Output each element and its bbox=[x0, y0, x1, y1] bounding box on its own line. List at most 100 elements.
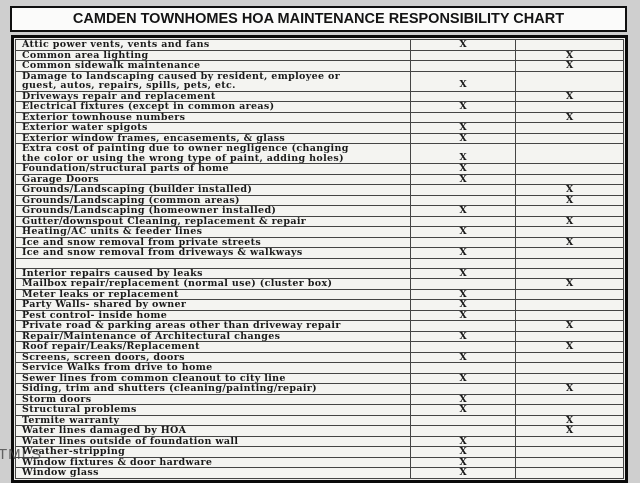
item-cell: Water lines outside of foundation wall bbox=[15, 435, 411, 447]
col1-mark-cell bbox=[410, 414, 516, 426]
col1-mark-cell: X bbox=[410, 267, 516, 279]
col2-mark-cell bbox=[515, 435, 624, 447]
item-cell: Electrical fixtures (except in common ar… bbox=[15, 101, 411, 113]
document-title-box: CAMDEN TOWNHOMES HOA MAINTENANCE RESPONS… bbox=[10, 6, 627, 32]
item-cell: Interior repairs caused by leaks bbox=[15, 267, 411, 279]
watermark-text: TMLS bbox=[0, 446, 43, 463]
col2-mark-cell: X bbox=[515, 320, 624, 332]
col1-mark-cell bbox=[410, 362, 516, 374]
col1-mark-cell: X bbox=[410, 467, 516, 479]
col2-mark-cell: X bbox=[515, 278, 624, 290]
item-cell: Private road & parking areas other than … bbox=[15, 320, 411, 332]
item-cell: Common sidewalk maintenance bbox=[15, 60, 411, 72]
item-cell: Siding, trim and shutters (cleaning/pain… bbox=[15, 383, 411, 395]
col1-mark-cell: X bbox=[410, 226, 516, 238]
item-cell: Ice and snow removal from private street… bbox=[15, 236, 411, 248]
col1-mark-cell: X bbox=[410, 393, 516, 405]
col1-mark-cell: X bbox=[410, 39, 516, 51]
col2-mark-cell: X bbox=[515, 425, 624, 437]
col1-mark-cell: X bbox=[410, 247, 516, 259]
item-cell: Grounds/Landscaping (builder installed) bbox=[15, 184, 411, 196]
col1-mark-cell: X bbox=[410, 446, 516, 458]
item-cell: Party Walls- shared by owner bbox=[15, 299, 411, 311]
col1-mark-cell bbox=[410, 111, 516, 123]
col1-mark-cell: X bbox=[410, 132, 516, 144]
item-cell: Pest control- inside home bbox=[15, 309, 411, 321]
table-row: Gutter/downspout Cleaning, replacement &… bbox=[15, 215, 624, 227]
table-row: Common sidewalk maintenance X bbox=[15, 60, 624, 72]
col1-mark-cell: X bbox=[410, 299, 516, 311]
col1-mark-cell bbox=[410, 60, 516, 72]
col1-mark-cell: X bbox=[410, 456, 516, 468]
col2-mark-cell bbox=[515, 309, 624, 321]
col1-mark-cell: X bbox=[410, 70, 516, 92]
table-row: Meter leaks or replacement X bbox=[15, 288, 624, 300]
col2-mark-cell bbox=[515, 173, 624, 185]
table-row bbox=[15, 257, 624, 269]
col2-mark-cell bbox=[515, 205, 624, 217]
table-row: Common area lighting X bbox=[15, 49, 624, 61]
col2-mark-cell bbox=[515, 247, 624, 259]
table-row: Foundation/structural parts of home X bbox=[15, 163, 624, 175]
col2-mark-cell bbox=[515, 404, 624, 416]
col1-mark-cell: X bbox=[410, 330, 516, 342]
col2-mark-cell bbox=[515, 101, 624, 113]
col1-mark-cell: X bbox=[410, 288, 516, 300]
table-row: Electrical fixtures (except in common ar… bbox=[15, 101, 624, 113]
table-row: Water lines damaged by HOA X bbox=[15, 425, 624, 437]
page-title: CAMDEN TOWNHOMES HOA MAINTENANCE RESPONS… bbox=[72, 11, 565, 27]
col2-mark-cell: X bbox=[515, 341, 624, 353]
item-cell: Damage to landscaping caused by resident… bbox=[15, 70, 411, 92]
col2-mark-cell bbox=[515, 372, 624, 384]
col2-mark-cell: X bbox=[515, 383, 624, 395]
item-cell: Common area lighting bbox=[15, 49, 411, 61]
col2-mark-cell bbox=[515, 70, 624, 92]
col1-mark-cell bbox=[410, 184, 516, 196]
item-cell: Heating/AC units & feeder lines bbox=[15, 226, 411, 238]
col2-mark-cell bbox=[515, 330, 624, 342]
col2-mark-cell: X bbox=[515, 111, 624, 123]
table-row: Termite warranty X bbox=[15, 414, 624, 426]
col2-mark-cell bbox=[515, 288, 624, 300]
col1-mark-cell: X bbox=[410, 173, 516, 185]
col1-mark-cell: X bbox=[410, 372, 516, 384]
table-row: Interior repairs caused by leaks X bbox=[15, 267, 624, 279]
col1-mark-cell bbox=[410, 49, 516, 61]
item-cell: Sewer lines from common cleanout to city… bbox=[15, 372, 411, 384]
col1-mark-cell bbox=[410, 341, 516, 353]
table-row: Window glass X bbox=[15, 467, 624, 479]
col2-mark-cell bbox=[515, 456, 624, 468]
col2-mark-cell bbox=[515, 267, 624, 279]
table-row: Heating/AC units & feeder lines X bbox=[15, 226, 624, 238]
col1-mark-cell bbox=[410, 257, 516, 269]
item-cell: Foundation/structural parts of home bbox=[15, 163, 411, 175]
col1-mark-cell: X bbox=[410, 404, 516, 416]
col1-mark-cell: X bbox=[410, 163, 516, 175]
table-row: Grounds/Landscaping (builder installed) X bbox=[15, 184, 624, 196]
table-row: Structural problems X bbox=[15, 404, 624, 416]
item-cell: Service Walks from drive to home bbox=[15, 362, 411, 374]
col1-mark-cell: X bbox=[410, 309, 516, 321]
table-row: Grounds/Landscaping (homeowner installed… bbox=[15, 205, 624, 217]
item-cell: Weather-stripping bbox=[15, 446, 411, 458]
table-row: Ice and snow removal from private street… bbox=[15, 236, 624, 248]
item-cell: Grounds/Landscaping (common areas) bbox=[15, 194, 411, 206]
col2-mark-cell bbox=[515, 39, 624, 51]
table-row: Extra cost of painting due to owner negl… bbox=[15, 143, 624, 164]
item-cell: Exterior water spigots bbox=[15, 122, 411, 134]
item-cell: Termite warranty bbox=[15, 414, 411, 426]
item-cell: Extra cost of painting due to owner negl… bbox=[15, 143, 411, 164]
col1-mark-cell: X bbox=[410, 122, 516, 134]
col1-mark-cell bbox=[410, 90, 516, 102]
item-cell: Ice and snow removal from driveways & wa… bbox=[15, 247, 411, 259]
col2-mark-cell: X bbox=[515, 60, 624, 72]
responsibility-table: Attic power vents, vents and fans X Common… bbox=[15, 39, 624, 479]
item-cell: Roof repair/Leaks/Replacement bbox=[15, 341, 411, 353]
col1-mark-cell: X bbox=[410, 205, 516, 217]
table-row: Private road & parking areas other than … bbox=[15, 320, 624, 332]
table-row: Weather-stripping X bbox=[15, 446, 624, 458]
col1-mark-cell bbox=[410, 278, 516, 290]
col2-mark-cell bbox=[515, 132, 624, 144]
col1-mark-cell bbox=[410, 320, 516, 332]
col2-mark-cell bbox=[515, 122, 624, 134]
